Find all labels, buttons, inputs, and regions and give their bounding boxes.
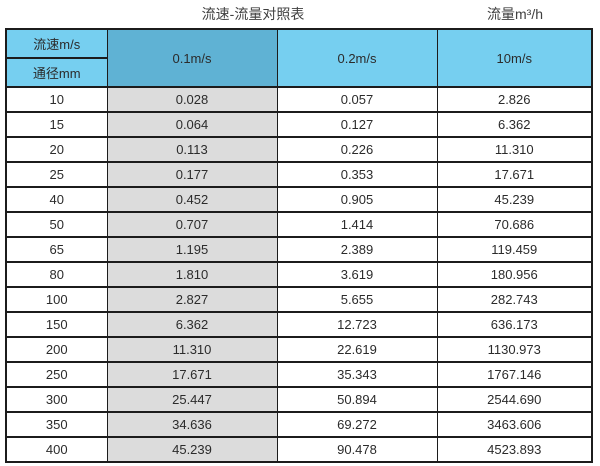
flow-value-cell: 1.195 bbox=[106, 236, 278, 263]
table-row: 10 0.028 0.057 2.826 bbox=[5, 86, 593, 113]
table-row: 15 0.064 0.127 6.362 bbox=[5, 111, 593, 138]
flow-value-cell: 1.810 bbox=[106, 261, 278, 288]
flow-value-cell: 0.064 bbox=[106, 111, 278, 138]
flow-value-cell: 6.362 bbox=[106, 311, 278, 338]
column-header-0-2ms: 0.2m/s bbox=[276, 28, 438, 88]
flow-value-cell: 2.389 bbox=[276, 236, 438, 263]
diameter-cell: 80 bbox=[5, 261, 108, 288]
diameter-cell: 100 bbox=[5, 286, 108, 313]
flow-value-cell: 17.671 bbox=[436, 161, 593, 188]
flow-value-cell: 0.707 bbox=[106, 211, 278, 238]
table-row: 350 34.636 69.272 3463.606 bbox=[5, 411, 593, 438]
flow-value-cell: 180.956 bbox=[436, 261, 593, 288]
corner-header-velocity: 流速m/s bbox=[5, 28, 108, 59]
column-header-0-1ms: 0.1m/s bbox=[106, 28, 278, 88]
flow-value-cell: 1767.146 bbox=[436, 361, 593, 388]
diameter-cell: 10 bbox=[5, 86, 108, 113]
diameter-cell: 300 bbox=[5, 386, 108, 413]
diameter-cell: 20 bbox=[5, 136, 108, 163]
diameter-cell: 15 bbox=[5, 111, 108, 138]
table-row: 150 6.362 12.723 636.173 bbox=[5, 311, 593, 338]
flow-value-cell: 4523.893 bbox=[436, 436, 593, 463]
diameter-cell: 25 bbox=[5, 161, 108, 188]
flow-value-cell: 35.343 bbox=[276, 361, 438, 388]
table-row: 40 0.452 0.905 45.239 bbox=[5, 186, 593, 213]
flow-value-cell: 25.447 bbox=[106, 386, 278, 413]
table-body: 10 0.028 0.057 2.826 15 0.064 0.127 6.362 20 0.11… bbox=[5, 86, 593, 463]
diameter-cell: 150 bbox=[5, 311, 108, 338]
flow-value-cell: 70.686 bbox=[436, 211, 593, 238]
flow-value-cell: 0.113 bbox=[106, 136, 278, 163]
table-row: 50 0.707 1.414 70.686 bbox=[5, 211, 593, 238]
flow-value-cell: 2.827 bbox=[106, 286, 278, 313]
diameter-cell: 40 bbox=[5, 186, 108, 213]
diameter-cell: 200 bbox=[5, 336, 108, 363]
table-row: 250 17.671 35.343 1767.146 bbox=[5, 361, 593, 388]
flow-value-cell: 0.905 bbox=[276, 186, 438, 213]
flow-value-cell: 11.310 bbox=[106, 336, 278, 363]
flow-value-cell: 3463.606 bbox=[436, 411, 593, 438]
flow-value-cell: 636.173 bbox=[436, 311, 593, 338]
table-row: 100 2.827 5.655 282.743 bbox=[5, 286, 593, 313]
flow-value-cell: 2544.690 bbox=[436, 386, 593, 413]
flow-value-cell: 0.127 bbox=[276, 111, 438, 138]
flow-unit-label: 流量m³/h bbox=[487, 6, 543, 22]
flow-value-cell: 11.310 bbox=[436, 136, 593, 163]
flow-value-cell: 0.028 bbox=[106, 86, 278, 113]
flow-value-cell: 69.272 bbox=[276, 411, 438, 438]
flow-value-cell: 3.619 bbox=[276, 261, 438, 288]
diameter-cell: 250 bbox=[5, 361, 108, 388]
flow-value-cell: 22.619 bbox=[276, 336, 438, 363]
flow-value-cell: 282.743 bbox=[436, 286, 593, 313]
table-row: 25 0.177 0.353 17.671 bbox=[5, 161, 593, 188]
table-row: 20 0.113 0.226 11.310 bbox=[5, 136, 593, 163]
flow-value-cell: 0.452 bbox=[106, 186, 278, 213]
table-row: 200 11.310 22.619 1130.973 bbox=[5, 336, 593, 363]
flow-value-cell: 2.826 bbox=[436, 86, 593, 113]
flow-value-cell: 0.226 bbox=[276, 136, 438, 163]
flow-value-cell: 12.723 bbox=[276, 311, 438, 338]
flow-value-cell: 0.177 bbox=[106, 161, 278, 188]
flow-value-cell: 119.459 bbox=[436, 236, 593, 263]
page-title: 流速-流量对照表 bbox=[201, 6, 305, 22]
diameter-cell: 400 bbox=[5, 436, 108, 463]
flow-value-cell: 17.671 bbox=[106, 361, 278, 388]
flow-value-cell: 1.414 bbox=[276, 211, 438, 238]
flow-value-cell: 6.362 bbox=[436, 111, 593, 138]
diameter-cell: 350 bbox=[5, 411, 108, 438]
flow-value-cell: 90.478 bbox=[276, 436, 438, 463]
flow-value-cell: 45.239 bbox=[436, 186, 593, 213]
flow-value-cell: 5.655 bbox=[276, 286, 438, 313]
table-row: 65 1.195 2.389 119.459 bbox=[5, 236, 593, 263]
diameter-cell: 50 bbox=[5, 211, 108, 238]
flow-rate-table: 流速m/s 0.1m/s 0.2m/s 10m/s 通径mm 10 0.028 0.… bbox=[5, 28, 593, 463]
diameter-cell: 65 bbox=[5, 236, 108, 263]
flow-value-cell: 0.353 bbox=[276, 161, 438, 188]
flow-value-cell: 50.894 bbox=[276, 386, 438, 413]
flow-value-cell: 0.057 bbox=[276, 86, 438, 113]
flow-value-cell: 34.636 bbox=[106, 411, 278, 438]
table-row: 300 25.447 50.894 2544.690 bbox=[5, 386, 593, 413]
flow-value-cell: 45.239 bbox=[106, 436, 278, 463]
table-row: 80 1.810 3.619 180.956 bbox=[5, 261, 593, 288]
table-row: 400 45.239 90.478 4523.893 bbox=[5, 436, 593, 463]
table-header: 流速m/s 0.1m/s 0.2m/s 10m/s 通径mm bbox=[5, 28, 593, 88]
flow-value-cell: 1130.973 bbox=[436, 336, 593, 363]
corner-header-diameter: 通径mm bbox=[5, 57, 108, 88]
title-bar: 流速-流量对照表 流量m³/h bbox=[0, 0, 600, 28]
column-header-10ms: 10m/s bbox=[436, 28, 593, 88]
